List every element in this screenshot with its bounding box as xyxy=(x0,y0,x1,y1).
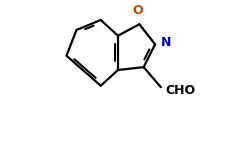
Text: CHO: CHO xyxy=(164,84,195,97)
Text: N: N xyxy=(160,36,171,49)
Text: O: O xyxy=(132,4,143,17)
